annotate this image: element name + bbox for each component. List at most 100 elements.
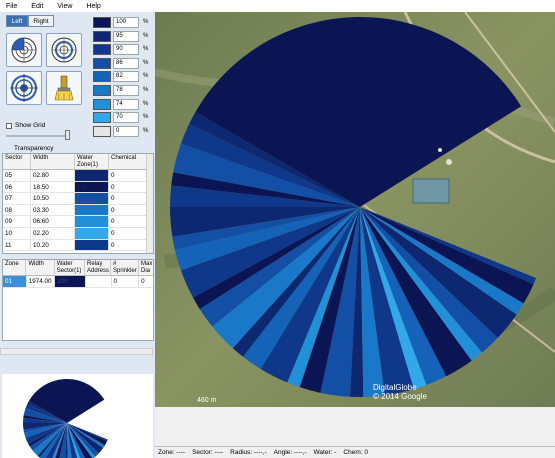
- paint-tool-button[interactable]: [46, 71, 82, 105]
- transparency-slider-track[interactable]: [6, 135, 68, 137]
- transparency-slider-thumb[interactable]: [65, 130, 70, 140]
- zone-table-hscrollbar[interactable]: [0, 348, 153, 355]
- irrigation-sector[interactable]: [360, 207, 447, 385]
- cell-water-zone[interactable]: [75, 193, 109, 204]
- irrigation-sector[interactable]: [67, 423, 79, 458]
- irrigation-sector[interactable]: [189, 112, 360, 207]
- checkbox-box[interactable]: [6, 122, 12, 129]
- menu-view[interactable]: View: [57, 2, 73, 10]
- irrigation-sector[interactable]: [67, 423, 73, 458]
- irrigation-sector[interactable]: [67, 423, 96, 458]
- irrigation-sector[interactable]: [25, 423, 68, 444]
- menu-help[interactable]: Help: [86, 2, 101, 10]
- water-percent-input[interactable]: 70: [113, 112, 139, 124]
- water-percent-input[interactable]: 90: [113, 44, 139, 56]
- irrigation-sector[interactable]: [25, 403, 68, 423]
- irrigation-sector[interactable]: [23, 418, 67, 423]
- cell-width[interactable]: 02.20: [31, 227, 75, 239]
- header-zone[interactable]: Zone: [3, 260, 27, 275]
- irrigation-sector[interactable]: [243, 207, 360, 370]
- color-swatch[interactable]: [93, 112, 111, 124]
- cell-chemical[interactable]: 0: [111, 229, 115, 237]
- irrigation-sector[interactable]: [320, 207, 360, 397]
- zone-tool-button[interactable]: [46, 33, 82, 67]
- right-button[interactable]: Right: [28, 15, 54, 27]
- irrigation-sector[interactable]: [350, 207, 364, 397]
- irrigation-sector[interactable]: [360, 207, 472, 377]
- irrigation-sector[interactable]: [180, 123, 360, 207]
- color-swatch[interactable]: [93, 30, 111, 42]
- color-swatch[interactable]: [93, 57, 111, 69]
- irrigation-sector[interactable]: [360, 207, 483, 361]
- cell-chemical[interactable]: 0: [111, 241, 115, 249]
- header-chemical[interactable]: Chemical: [111, 155, 137, 161]
- irrigation-sector[interactable]: [360, 207, 414, 396]
- irrigation-sector[interactable]: [67, 423, 104, 454]
- header-relay-address[interactable]: Relay Address: [87, 260, 111, 275]
- cell-sprinkler[interactable]: 0: [112, 276, 140, 287]
- irrigation-sector[interactable]: [67, 423, 99, 457]
- color-swatch[interactable]: [93, 85, 111, 96]
- irrigation-sector[interactable]: [360, 207, 385, 397]
- irrigation-sector[interactable]: [23, 408, 67, 423]
- irrigation-sector[interactable]: [29, 423, 67, 451]
- color-swatch[interactable]: [93, 125, 111, 137]
- water-percent-input[interactable]: 100: [113, 17, 139, 28]
- header-zone-width[interactable]: Width: [26, 260, 55, 275]
- water-percent-input[interactable]: 86: [113, 57, 139, 69]
- cell-water-zone[interactable]: [75, 239, 109, 251]
- cell-water-zone[interactable]: 100: [75, 181, 109, 193]
- sector-tool-button[interactable]: [6, 33, 42, 67]
- header-width[interactable]: Width: [31, 154, 75, 169]
- irrigation-sector[interactable]: [195, 16, 522, 208]
- table-row[interactable]: 01 1974.00 100 0 0: [3, 276, 153, 288]
- cell-water-zone[interactable]: [75, 227, 109, 239]
- irrigation-sector[interactable]: [360, 207, 534, 304]
- color-swatch[interactable]: [93, 17, 111, 28]
- satellite-map[interactable]: [155, 12, 555, 407]
- cell-chemical[interactable]: 0: [111, 206, 115, 214]
- water-percent-input[interactable]: 0: [113, 125, 139, 137]
- table-row[interactable]: 11 10.20 0: [3, 239, 153, 252]
- left-button[interactable]: Left: [6, 15, 28, 27]
- header-max-dia[interactable]: Max Dia: [141, 261, 153, 274]
- cell-width[interactable]: 06.60: [31, 216, 75, 227]
- target-tool-button[interactable]: [6, 71, 42, 105]
- irrigation-sector[interactable]: [360, 207, 498, 353]
- irrigation-sector[interactable]: [287, 207, 360, 388]
- selection-rectangle[interactable]: [412, 178, 450, 204]
- menu-file[interactable]: File: [6, 2, 18, 10]
- irrigation-sector[interactable]: [67, 423, 108, 446]
- cell-max-dia[interactable]: 0: [141, 278, 145, 285]
- irrigation-sector[interactable]: [23, 414, 68, 423]
- sector-table-scrollbar[interactable]: [146, 154, 153, 253]
- irrigation-sector[interactable]: [28, 423, 67, 447]
- irrigation-sector[interactable]: [199, 207, 360, 327]
- header-water-sector[interactable]: Water Sector(1): [55, 260, 85, 275]
- irrigation-sector[interactable]: [23, 423, 67, 430]
- irrigation-sector[interactable]: [39, 423, 67, 458]
- cell-zone-width[interactable]: 1974.00: [27, 276, 56, 287]
- irrigation-sector[interactable]: [65, 423, 68, 458]
- irrigation-sector[interactable]: [37, 423, 67, 458]
- cell-chemical[interactable]: 0: [111, 183, 115, 191]
- cell-width[interactable]: 03.30: [31, 204, 75, 216]
- irrigation-sector[interactable]: [67, 423, 82, 458]
- irrigation-sector[interactable]: [171, 172, 360, 207]
- water-percent-input[interactable]: 78: [113, 85, 139, 96]
- map-view[interactable]: [155, 12, 555, 407]
- header-sprinkler[interactable]: # Sprinkler: [111, 260, 139, 275]
- water-percent-input[interactable]: 74: [113, 98, 139, 110]
- water-percent-input[interactable]: 95: [113, 30, 139, 42]
- header-sector[interactable]: Sector: [3, 154, 31, 169]
- cell-width[interactable]: 18.50: [31, 181, 75, 193]
- irrigation-sector[interactable]: [299, 207, 360, 393]
- irrigation-circle[interactable]: [170, 16, 537, 397]
- cell-water-zone[interactable]: [75, 170, 109, 181]
- irrigation-sector[interactable]: [180, 207, 360, 298]
- show-grid-checkbox[interactable]: Show Grid: [6, 122, 45, 129]
- irrigation-sector[interactable]: [360, 207, 517, 338]
- cell-relay-address[interactable]: [86, 276, 112, 287]
- irrigation-sector[interactable]: [67, 423, 108, 441]
- cell-chemical[interactable]: 0: [111, 172, 115, 179]
